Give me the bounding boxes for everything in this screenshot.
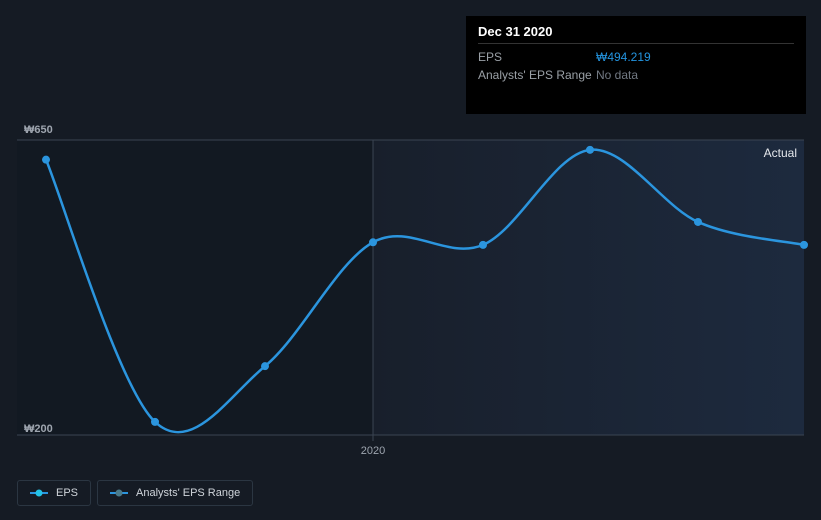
tooltip-date: Dec 31 2020 bbox=[478, 24, 794, 39]
eps-point[interactable] bbox=[151, 418, 159, 426]
chart-legend: EPS Analysts' EPS Range bbox=[17, 480, 253, 506]
legend-swatch-icon bbox=[30, 488, 48, 498]
legend-item-label: EPS bbox=[56, 487, 78, 499]
eps-point[interactable] bbox=[369, 238, 377, 246]
legend-item-eps[interactable]: EPS bbox=[17, 480, 91, 506]
eps-point[interactable] bbox=[479, 241, 487, 249]
tooltip-row-label: EPS bbox=[478, 50, 596, 64]
tooltip-row-label: Analysts' EPS Range bbox=[478, 68, 596, 82]
legend-swatch-icon bbox=[110, 488, 128, 498]
tooltip-row-value: ₩494.219 bbox=[596, 50, 651, 64]
eps-point[interactable] bbox=[586, 146, 594, 154]
tooltip-row-value: No data bbox=[596, 68, 638, 82]
actual-label: Actual bbox=[764, 146, 797, 160]
y-axis-label-min: ₩200 bbox=[24, 423, 53, 435]
eps-point[interactable] bbox=[800, 241, 808, 249]
eps-point[interactable] bbox=[42, 156, 50, 164]
eps-point[interactable] bbox=[261, 362, 269, 370]
legend-item-label: Analysts' EPS Range bbox=[136, 487, 240, 499]
y-axis-label-max: ₩650 bbox=[24, 124, 53, 136]
eps-chart: Dec 31 2020 EPS₩494.219Analysts' EPS Ran… bbox=[0, 0, 821, 520]
x-axis-label: 2020 bbox=[361, 445, 385, 457]
chart-tooltip: Dec 31 2020 EPS₩494.219Analysts' EPS Ran… bbox=[466, 16, 806, 114]
tooltip-divider bbox=[478, 43, 794, 44]
tooltip-row: EPS₩494.219 bbox=[478, 48, 794, 66]
eps-point[interactable] bbox=[694, 218, 702, 226]
tooltip-row: Analysts' EPS RangeNo data bbox=[478, 66, 794, 84]
legend-item-analysts-range[interactable]: Analysts' EPS Range bbox=[97, 480, 253, 506]
